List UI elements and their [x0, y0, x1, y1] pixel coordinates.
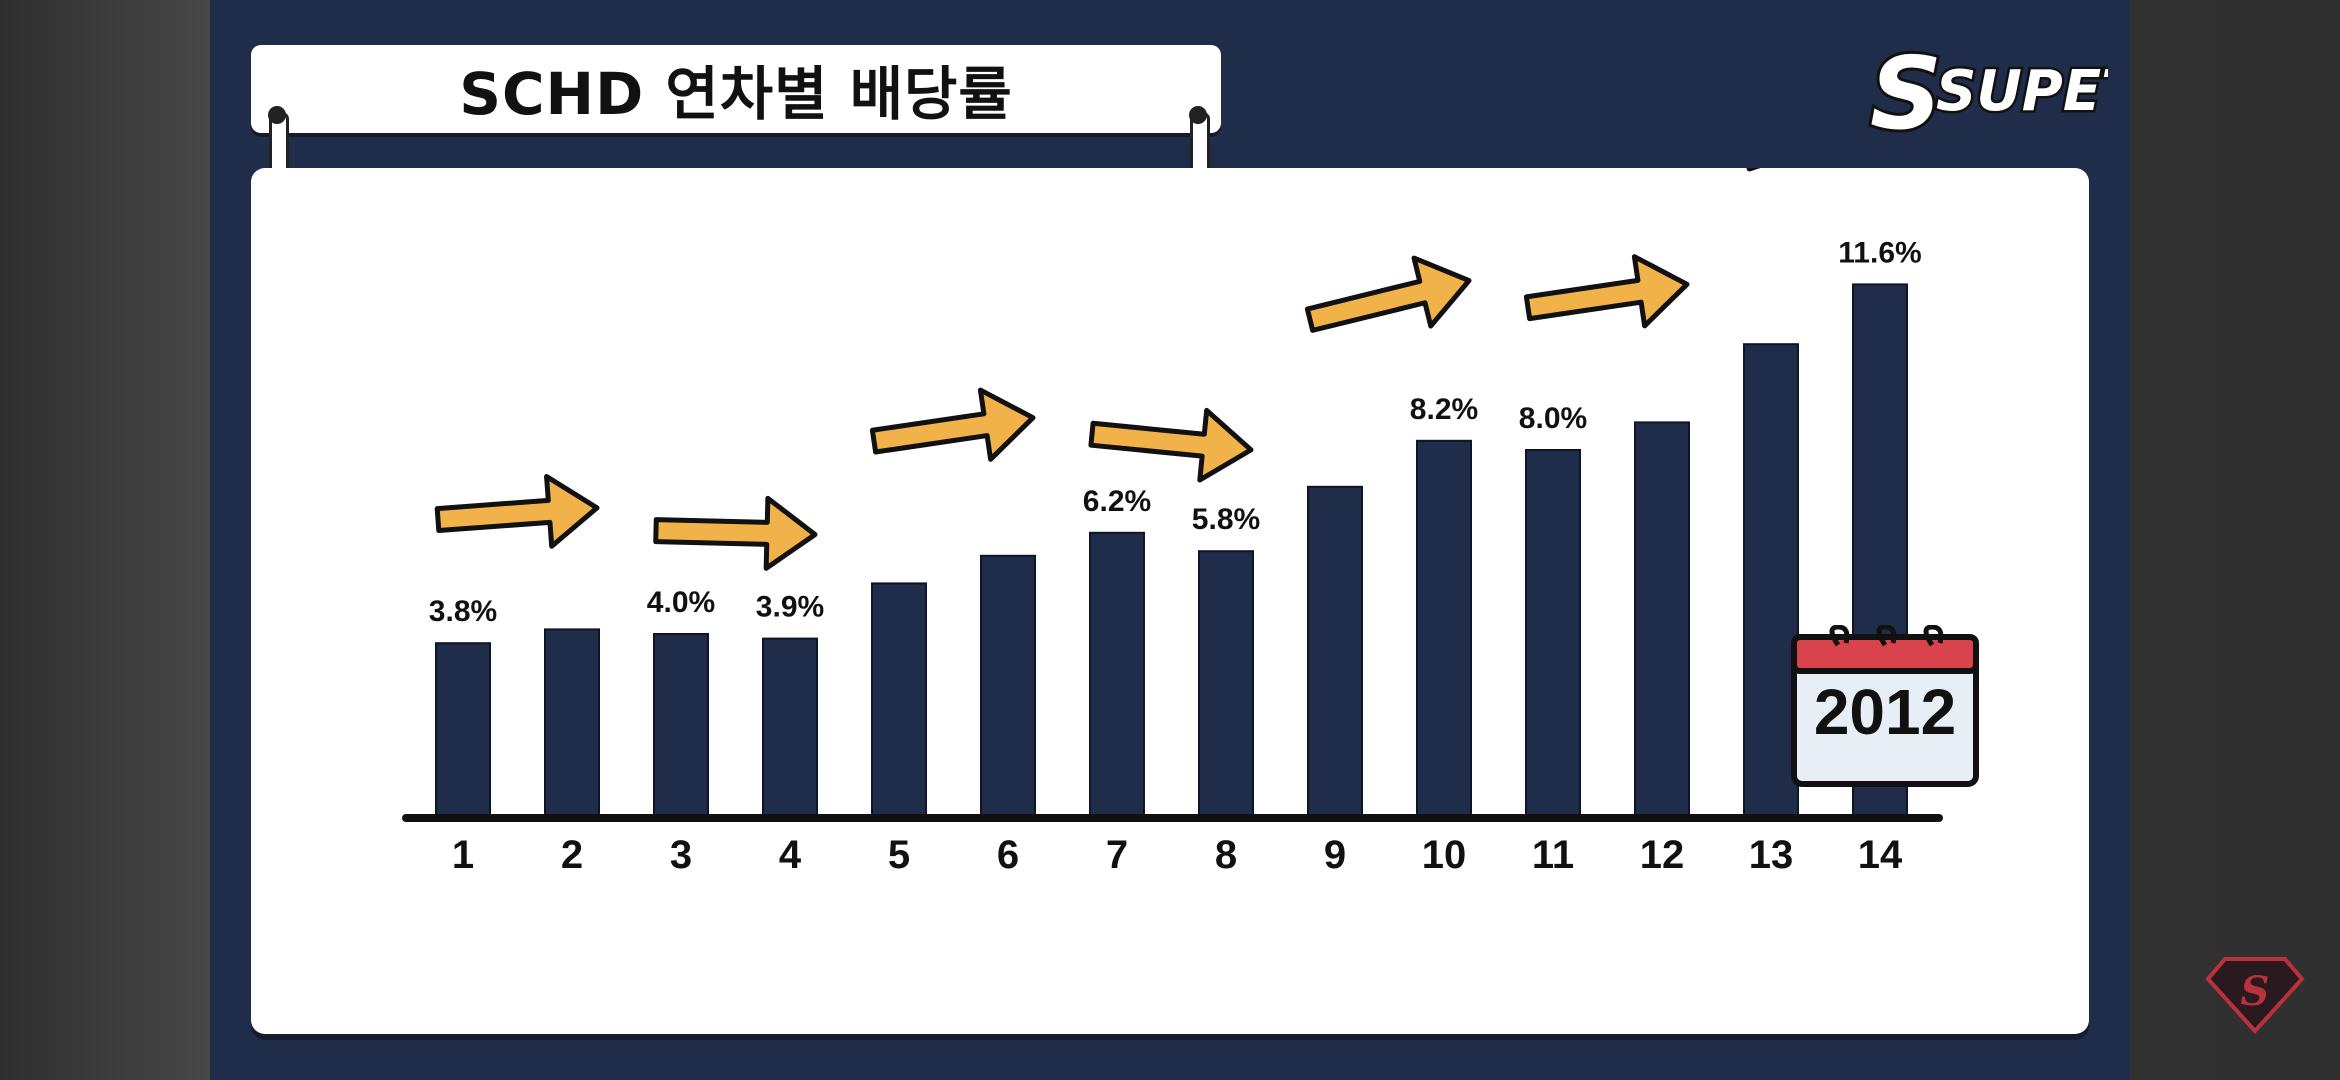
bars	[435, 283, 1908, 820]
x-tick-label: 14	[1858, 833, 1903, 877]
x-tick-label: 7	[1106, 833, 1128, 877]
trend-arrow	[869, 387, 1036, 462]
trend-arrow	[653, 495, 818, 571]
calendar-year: 2012	[1813, 676, 1957, 748]
data-label: 8.2%	[1410, 393, 1478, 426]
trend-arrow	[1088, 407, 1254, 483]
x-tick-label: 9	[1324, 833, 1346, 877]
trend-arrow	[1304, 255, 1472, 333]
svg-text:S: S	[2241, 968, 2270, 1015]
clip-dot-right-top	[1189, 106, 1207, 124]
superman-s-logo: S SUPETV	[1867, 32, 2108, 155]
svg-text:S: S	[1870, 35, 1942, 152]
x-tick-label: 8	[1215, 833, 1237, 877]
page-title: SCHD 연차별 배당률	[459, 60, 1013, 128]
bar-9	[1307, 485, 1363, 819]
bar-1	[435, 642, 491, 820]
x-tick-label: 12	[1640, 833, 1685, 877]
x-tick-labels: 1 2 3 4 5 6 7 8 9 10 11 12 13 14	[452, 833, 1903, 877]
title-card: SCHD 연차별 배당률	[251, 45, 1221, 133]
bar-8	[1198, 550, 1254, 819]
x-tick-label: 4	[779, 833, 802, 877]
bar-5	[871, 582, 927, 819]
data-label: 4.0%	[647, 586, 715, 619]
data-label: 3.8%	[429, 595, 497, 628]
bar-12	[1634, 421, 1690, 819]
bar-4	[762, 637, 818, 819]
data-label: 3.9%	[756, 591, 824, 624]
trend-arrows	[434, 168, 1908, 571]
calendar-icon: 2012	[1790, 624, 1980, 788]
x-tick-label: 6	[997, 833, 1019, 877]
svg-text:SUPETV: SUPETV	[1936, 59, 2108, 124]
clip-dot-left-top	[268, 106, 286, 124]
x-tick-label: 13	[1749, 833, 1794, 877]
data-labels: 3.8% 4.0% 3.9% 6.2% 5.8% 8.2% 8.0% 11.6%	[429, 236, 1922, 628]
data-label: 11.6%	[1838, 236, 1921, 269]
x-tick-label: 10	[1422, 833, 1467, 877]
data-label: 6.2%	[1083, 485, 1151, 518]
supetv-logo: S SUPETV	[1858, 28, 2108, 158]
bar-2	[544, 628, 600, 819]
data-label: 5.8%	[1192, 503, 1260, 536]
bar-10	[1416, 439, 1472, 819]
x-tick-label: 5	[888, 833, 910, 877]
bar-11	[1525, 449, 1581, 819]
data-label: 8.0%	[1519, 402, 1587, 435]
x-tick-label: 2	[561, 833, 583, 877]
calendar-graphic	[1791, 624, 1979, 787]
x-tick-label: 3	[670, 833, 692, 877]
trend-arrow	[1740, 168, 1908, 172]
trend-arrow	[1523, 254, 1690, 329]
x-tick-label: 1	[452, 833, 474, 877]
bar-7	[1089, 531, 1145, 819]
bar-3	[653, 633, 709, 819]
trend-arrow	[434, 473, 600, 549]
superman-emblem-icon: S	[2205, 955, 2305, 1035]
bar-6	[980, 554, 1036, 819]
x-tick-label: 11	[1532, 833, 1574, 877]
